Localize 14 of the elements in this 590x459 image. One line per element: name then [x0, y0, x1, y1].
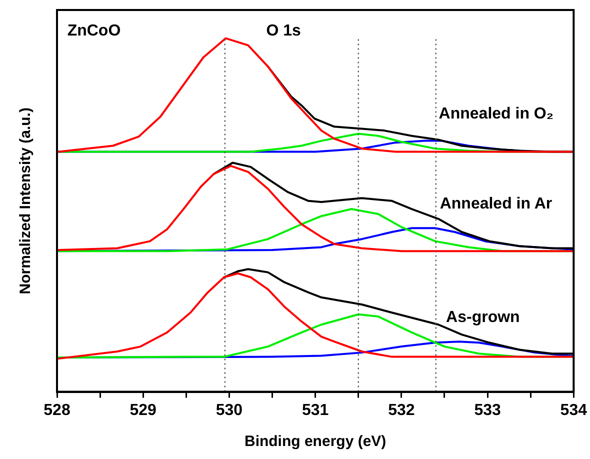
y-axis-title: Normalized Intensity (a.u.): [17, 108, 34, 294]
x-tick-label: 533: [474, 402, 501, 419]
x-tick-label: 531: [302, 402, 329, 419]
x-tick-label: 534: [560, 402, 588, 419]
annotation: ZnCoO: [67, 22, 121, 40]
annotation: Annealed in Ar: [440, 195, 552, 212]
x-tick-label: 528: [44, 402, 70, 419]
annotation: O 1s: [266, 22, 302, 40]
x-axis-title: Binding energy (eV): [244, 433, 386, 450]
x-tick-label: 530: [216, 402, 243, 419]
annotation: As-grown: [446, 308, 520, 326]
annotation: Annealed in O₂: [438, 105, 554, 122]
x-tick-label: 529: [130, 402, 157, 419]
x-tick-label: 532: [388, 402, 415, 419]
